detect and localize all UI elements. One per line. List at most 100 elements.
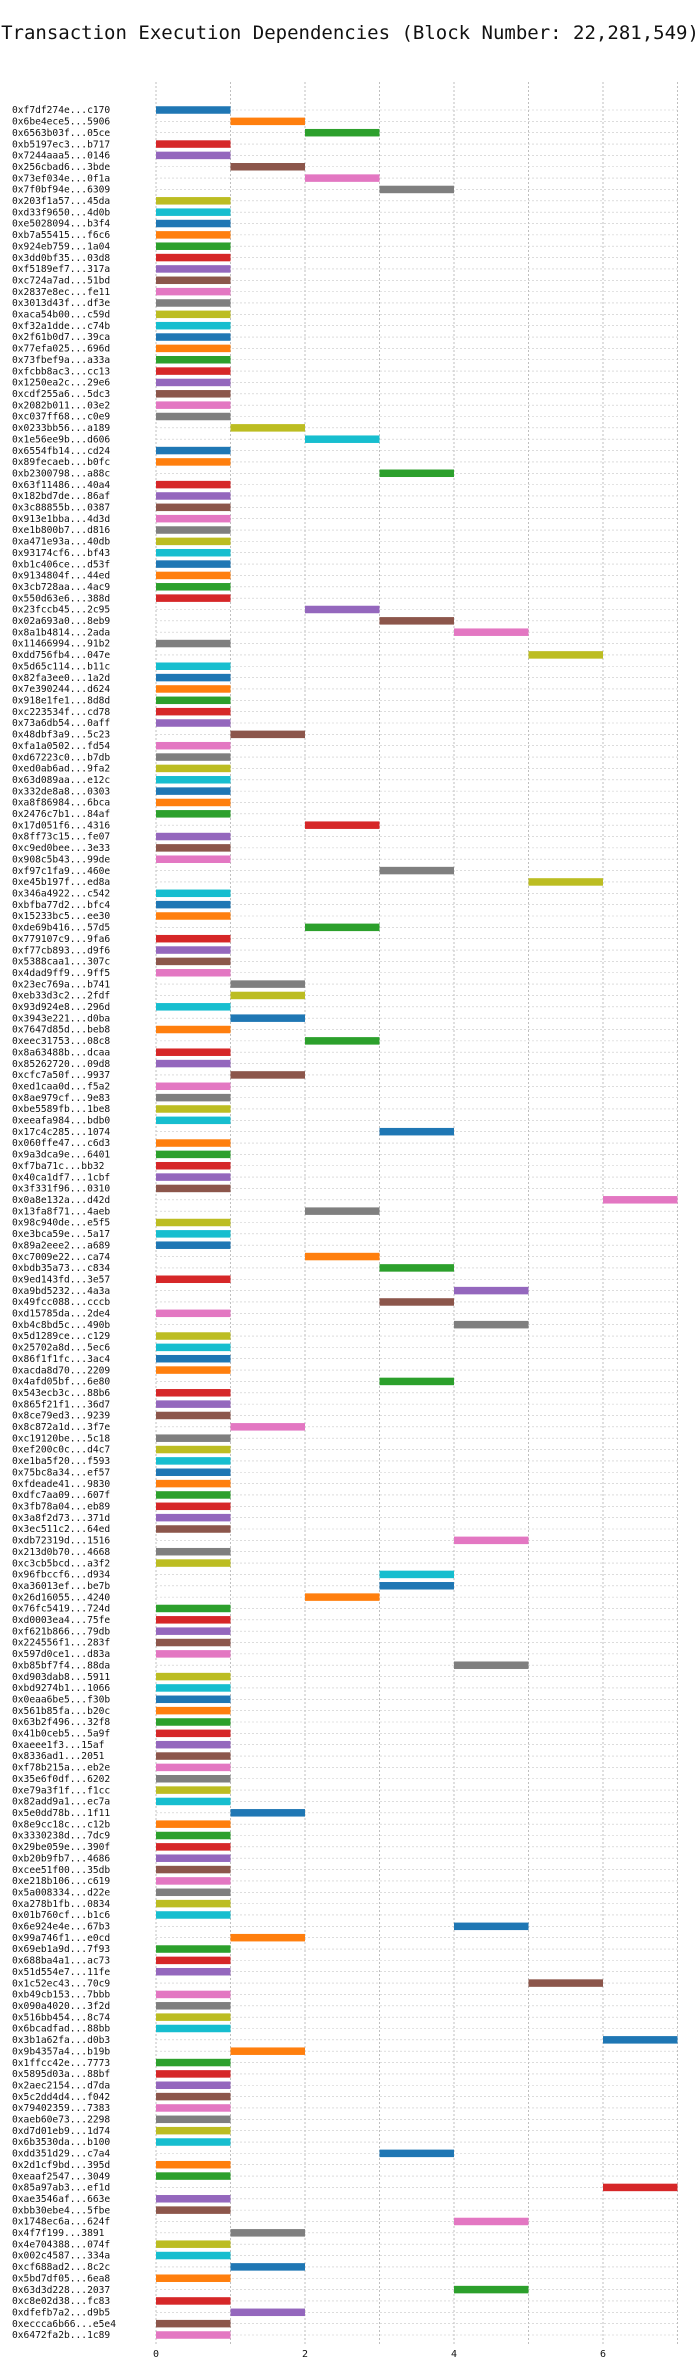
transaction-bar xyxy=(156,390,231,398)
transaction-bar xyxy=(156,1797,231,1806)
x-tick-label: 2 xyxy=(302,2349,308,2360)
transaction-label: 0xef200c0c...d4c7 xyxy=(12,1445,110,1456)
transaction-bar xyxy=(156,378,231,387)
transaction-bar xyxy=(156,1638,231,1647)
transaction-label: 0x8a63488b...dcaa xyxy=(12,1047,110,1058)
transaction-bar xyxy=(156,355,231,364)
transaction-label: 0x3dd0bf35...03d8 xyxy=(12,253,110,264)
transaction-label: 0x73fbef9a...a33a xyxy=(12,355,110,366)
transaction-bar xyxy=(156,446,231,455)
transaction-label: 0xb4c8bd5c...490b xyxy=(12,1320,110,1331)
transaction-label: 0x40ca1df7...1cbf xyxy=(12,1172,110,1183)
transaction-label: 0xb7a55415...f6c6 xyxy=(12,230,110,241)
transaction-bar xyxy=(156,912,231,920)
transaction-bar xyxy=(603,1196,678,1204)
transaction-label: 0xeaaf2547...3049 xyxy=(12,2171,110,2182)
transaction-bar xyxy=(156,2058,231,2067)
transaction-bar xyxy=(156,1559,231,1567)
transaction-bar xyxy=(156,1718,231,1726)
transaction-label: 0x85a97ab3...ef1d xyxy=(12,2183,110,2194)
transaction-bar xyxy=(156,151,231,160)
transaction-bar xyxy=(156,1025,231,1034)
transaction-bar xyxy=(230,2229,305,2237)
transaction-label: 0xa36013ef...be7b xyxy=(12,1581,110,1592)
transaction-label: 0x8ce79ed3...9239 xyxy=(12,1411,110,1422)
transaction-label: 0x4f7f199...3891 xyxy=(12,2228,105,2239)
transaction-bar xyxy=(156,1389,231,1397)
transaction-label: 0x3943e221...d0ba xyxy=(12,1013,110,1024)
transaction-label: 0xc19120be...5c18 xyxy=(12,1433,110,1444)
transaction-bar xyxy=(156,662,231,670)
transaction-label: 0x6554fb14...cd24 xyxy=(12,446,110,457)
transaction-label: 0x332de8a8...0303 xyxy=(12,786,110,797)
transaction-bar xyxy=(454,1286,529,1295)
transaction-label: 0xe45b197f...ed8a xyxy=(12,877,110,888)
transaction-label: 0x73a6db54...0aff xyxy=(12,718,110,729)
transaction-label: 0xf7ba71c...bb32 xyxy=(12,1161,104,1172)
transaction-label: 0x346a4922...c542 xyxy=(12,888,110,899)
transaction-bar xyxy=(156,458,231,466)
transaction-bar xyxy=(156,1650,231,1658)
transaction-bar xyxy=(156,2002,231,2010)
transaction-label: 0x86f1f1fc...3ac4 xyxy=(12,1354,110,1365)
transaction-label: 0x82add9a1...ec7a xyxy=(12,1797,110,1808)
transaction-bar xyxy=(156,685,231,693)
transaction-bar xyxy=(156,492,231,500)
transaction-bar xyxy=(156,1150,231,1159)
transaction-bar xyxy=(156,1059,231,1068)
transaction-bar xyxy=(156,934,231,943)
transaction-bar xyxy=(379,866,454,875)
transaction-bar xyxy=(305,1252,380,1261)
transaction-bar xyxy=(156,571,231,580)
transaction-bar xyxy=(156,798,231,807)
transaction-bar xyxy=(156,1105,231,1113)
transaction-bar xyxy=(156,1173,231,1181)
transaction-bar xyxy=(156,1706,231,1715)
transaction-bar xyxy=(230,2263,305,2271)
transaction-label: 0x550d63e6...388d xyxy=(12,593,110,604)
transaction-bar xyxy=(156,2240,231,2248)
transaction-label: 0x002c4587...334a xyxy=(12,2251,110,2262)
transaction-bar xyxy=(156,514,231,523)
transaction-label: 0x73ef034e...0f1a xyxy=(12,173,110,184)
transaction-label: 0xe5028094...b3f4 xyxy=(12,219,110,230)
transaction-label: 0x918e1fe1...8d8d xyxy=(12,696,110,707)
transaction-bar xyxy=(156,1275,231,1284)
transaction-bar xyxy=(156,787,231,795)
transaction-bar xyxy=(156,1525,231,1533)
transaction-label: 0x0a8e132a...d42d xyxy=(12,1195,110,1206)
transaction-label: 0x49fcc088...cccb xyxy=(12,1297,110,1308)
transaction-bar xyxy=(156,1831,231,1840)
transaction-label: 0xe1b800b7...d816 xyxy=(12,525,110,536)
transaction-bar xyxy=(156,810,231,818)
transaction-label: 0xbe5589fb...1be8 xyxy=(12,1104,110,1115)
transaction-bar xyxy=(156,2195,231,2203)
transaction-bar xyxy=(156,265,231,273)
transaction-label: 0x060ffe47...c6d3 xyxy=(12,1138,110,1149)
transaction-bar xyxy=(156,1843,231,1851)
transaction-bar xyxy=(230,991,305,1000)
transaction-bar xyxy=(156,1332,231,1340)
transaction-label: 0x1c52ec43...70c9 xyxy=(12,1978,110,1989)
transaction-bar xyxy=(156,1445,231,1454)
transaction-label: 0xe79a3f1f...f1cc xyxy=(12,1785,110,1796)
transaction-label: 0xd33f9650...4d0b xyxy=(12,207,110,218)
transaction-bar xyxy=(156,106,231,114)
transaction-bar xyxy=(156,1309,231,1318)
transaction-label: 0xeccca6b66...e5e4 xyxy=(12,2319,116,2330)
transaction-bar xyxy=(230,117,305,126)
transaction-label: 0x6472fa2b...1c89 xyxy=(12,2330,110,2341)
transaction-bar xyxy=(156,2319,231,2328)
transaction-bar xyxy=(230,1014,305,1022)
transaction-bar xyxy=(305,128,380,137)
transaction-bar xyxy=(379,1570,454,1579)
transaction-bar xyxy=(156,219,231,228)
transaction-label: 0x4afd05bf...6e80 xyxy=(12,1377,110,1388)
transaction-label: 0xa278b1fb...0834 xyxy=(12,1899,110,1910)
transaction-label: 0x76fc5419...724d xyxy=(12,1604,110,1615)
transaction-bar xyxy=(156,1457,231,1465)
transaction-bar xyxy=(156,2251,231,2260)
transaction-label: 0x182bd7de...86af xyxy=(12,491,110,502)
transaction-label: 0x4e704388...074f xyxy=(12,2239,110,2250)
transaction-bar xyxy=(156,1241,231,1249)
